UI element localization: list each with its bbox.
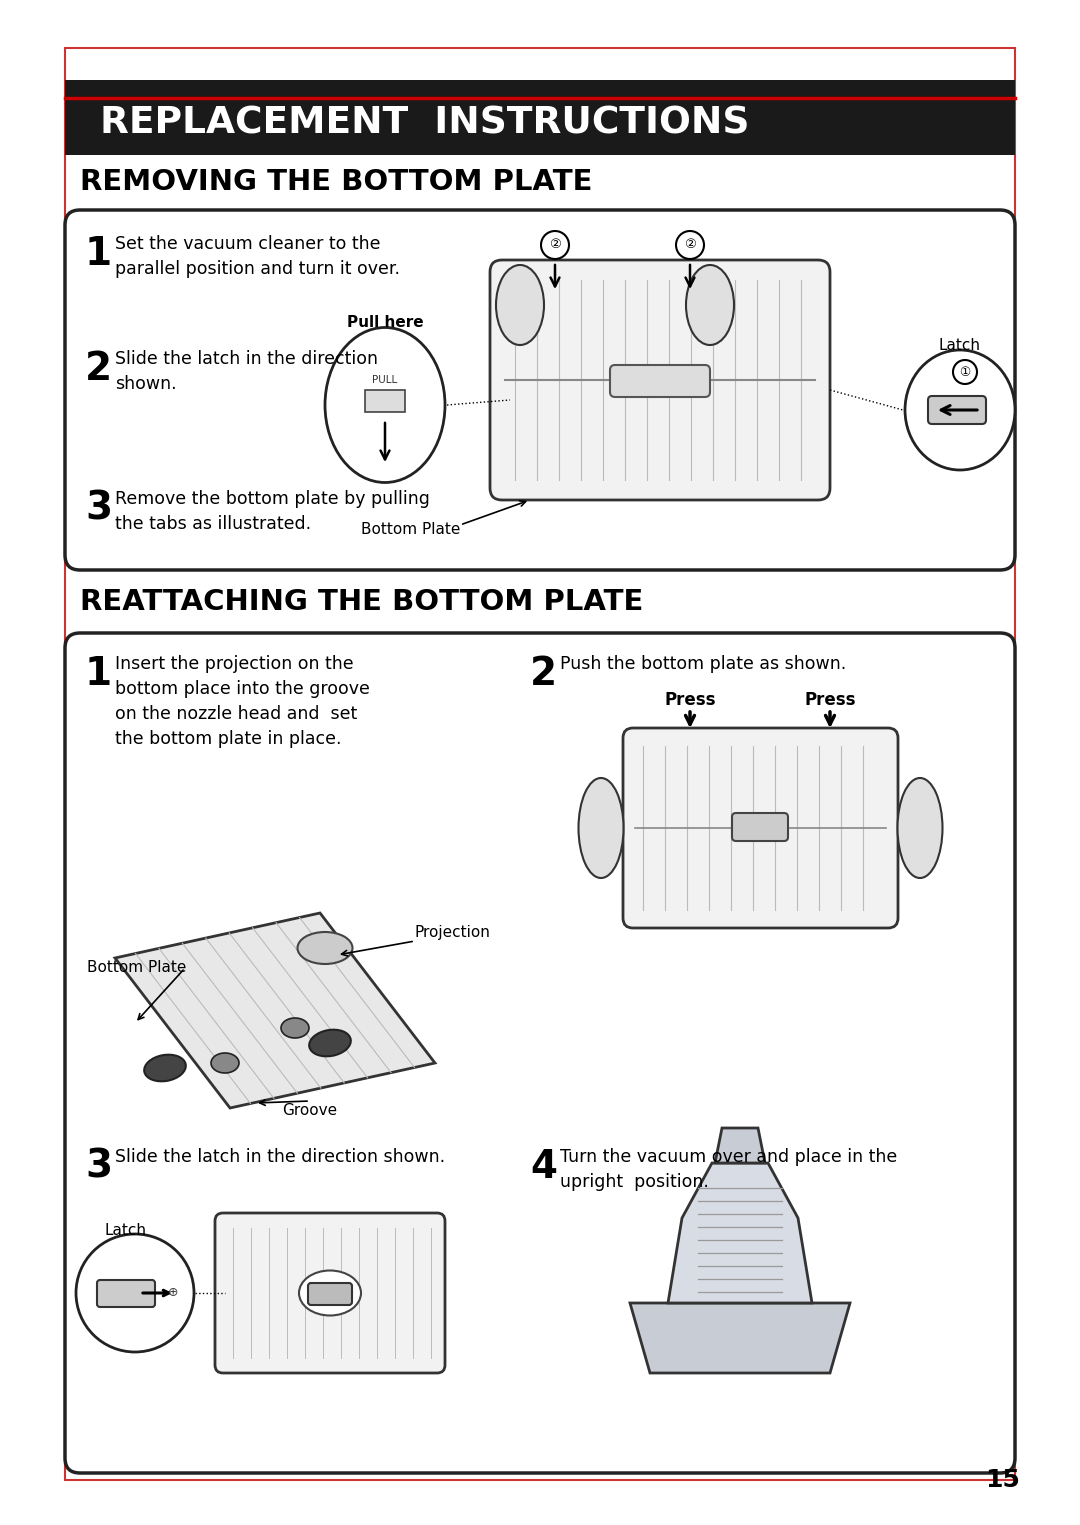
FancyBboxPatch shape — [65, 210, 1015, 570]
Text: REATTACHING THE BOTTOM PLATE: REATTACHING THE BOTTOM PLATE — [80, 589, 644, 616]
Text: 3: 3 — [85, 490, 112, 528]
Text: Remove the bottom plate by pulling
the tabs as illustrated.: Remove the bottom plate by pulling the t… — [114, 490, 430, 534]
Text: 2: 2 — [530, 656, 557, 692]
Text: Latch: Latch — [939, 339, 981, 352]
Text: Press: Press — [664, 691, 716, 709]
Text: 4: 4 — [530, 1148, 557, 1186]
Text: Slide the latch in the direction shown.: Slide the latch in the direction shown. — [114, 1148, 445, 1167]
Ellipse shape — [325, 328, 445, 482]
Text: 1: 1 — [85, 656, 112, 692]
Text: Insert the projection on the
bottom place into the groove
on the nozzle head and: Insert the projection on the bottom plac… — [114, 656, 369, 747]
Text: Pull here: Pull here — [347, 316, 423, 329]
Bar — [65, 47, 1015, 1479]
Text: REMOVING THE BOTTOM PLATE: REMOVING THE BOTTOM PLATE — [80, 168, 593, 197]
Text: Set the vacuum cleaner to the
parallel position and turn it over.: Set the vacuum cleaner to the parallel p… — [114, 235, 400, 278]
Text: Bottom Plate: Bottom Plate — [361, 523, 460, 537]
Polygon shape — [715, 1128, 765, 1164]
FancyBboxPatch shape — [490, 259, 831, 500]
Ellipse shape — [309, 1029, 351, 1057]
FancyBboxPatch shape — [215, 1212, 445, 1372]
FancyBboxPatch shape — [623, 727, 897, 929]
Ellipse shape — [145, 1055, 186, 1081]
Ellipse shape — [281, 1019, 309, 1039]
Text: Groove: Groove — [283, 1103, 338, 1118]
Bar — [65, 79, 1015, 156]
Text: ①: ① — [959, 366, 971, 378]
Ellipse shape — [299, 1270, 361, 1316]
FancyBboxPatch shape — [308, 1283, 352, 1305]
Circle shape — [676, 230, 704, 259]
Ellipse shape — [905, 351, 1015, 470]
Ellipse shape — [76, 1234, 194, 1353]
Text: Slide the latch in the direction
shown.: Slide the latch in the direction shown. — [114, 351, 378, 393]
Text: 1: 1 — [85, 235, 112, 273]
Ellipse shape — [297, 932, 352, 964]
Text: Bottom Plate: Bottom Plate — [87, 961, 187, 976]
Polygon shape — [669, 1164, 812, 1302]
Polygon shape — [630, 1302, 850, 1372]
FancyBboxPatch shape — [65, 633, 1015, 1473]
Text: Latch: Latch — [105, 1223, 147, 1238]
Text: 15: 15 — [985, 1469, 1020, 1491]
Text: 2: 2 — [85, 351, 112, 387]
FancyBboxPatch shape — [928, 396, 986, 424]
Text: Push the bottom plate as shown.: Push the bottom plate as shown. — [561, 656, 847, 673]
Circle shape — [953, 360, 977, 384]
FancyBboxPatch shape — [732, 813, 788, 840]
Polygon shape — [114, 913, 435, 1109]
Text: ②: ② — [684, 238, 696, 252]
Ellipse shape — [211, 1052, 239, 1074]
Text: ②: ② — [549, 238, 561, 252]
Bar — [365, 390, 405, 412]
Text: 3: 3 — [85, 1148, 112, 1186]
Ellipse shape — [579, 778, 623, 878]
Text: ⊕: ⊕ — [167, 1287, 178, 1299]
Text: Projection: Projection — [415, 926, 491, 941]
Text: Turn the vacuum over and place in the
upright  position.: Turn the vacuum over and place in the up… — [561, 1148, 897, 1191]
Ellipse shape — [686, 265, 734, 345]
Circle shape — [541, 230, 569, 259]
Text: REPLACEMENT  INSTRUCTIONS: REPLACEMENT INSTRUCTIONS — [100, 105, 750, 142]
Ellipse shape — [496, 265, 544, 345]
FancyBboxPatch shape — [610, 364, 710, 396]
FancyBboxPatch shape — [97, 1279, 156, 1307]
Text: Press: Press — [805, 691, 855, 709]
Text: PULL: PULL — [373, 375, 397, 384]
Ellipse shape — [897, 778, 943, 878]
